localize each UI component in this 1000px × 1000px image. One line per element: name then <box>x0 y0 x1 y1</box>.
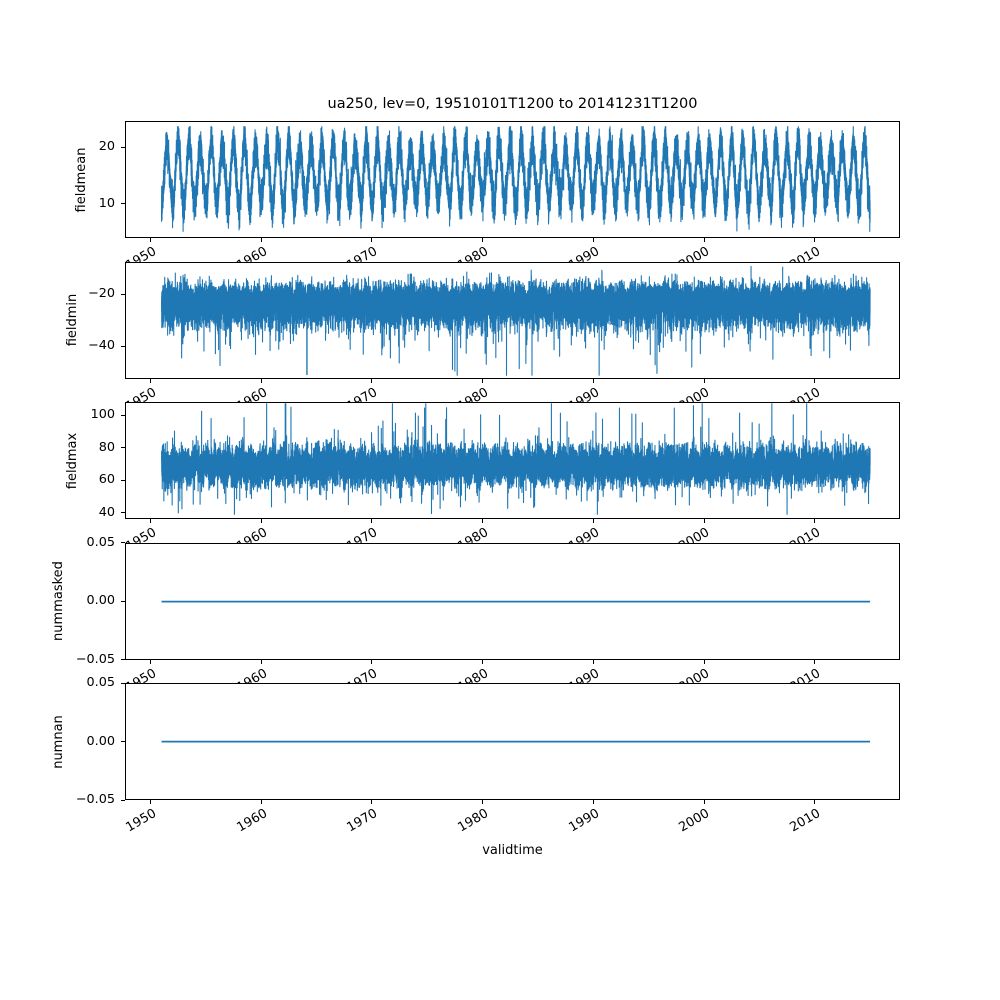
x-tick-label: 1950 <box>123 806 159 836</box>
y-tick-label: 10 <box>98 195 115 211</box>
y-tick-label: 0.00 <box>86 593 116 609</box>
numnan-series-canvas <box>126 684 899 800</box>
x-tick-mark <box>703 659 705 664</box>
y-tick-mark <box>121 682 125 684</box>
x-tick-mark <box>260 659 262 664</box>
subplot-nummasked: 0.05 0.00 −0.05 nummasked 1950 1960 1970 1980 19… <box>51 535 900 695</box>
y-tick-label: 100 <box>90 407 115 423</box>
y-axis-label-fieldmin: fieldmin <box>65 293 80 347</box>
y-tick-label: −0.05 <box>75 792 115 808</box>
x-tick-mark <box>703 800 705 805</box>
x-tick-mark <box>371 378 373 383</box>
y-tick-mark <box>121 293 125 295</box>
x-tick-mark <box>482 659 484 664</box>
fieldmin-series-canvas <box>126 262 899 378</box>
y-tick-label: −0.05 <box>75 651 115 667</box>
x-tick-mark <box>149 519 151 524</box>
x-tick-mark <box>592 800 594 805</box>
y-tick-mark <box>121 414 125 416</box>
y-tick-label: −20 <box>87 286 115 302</box>
x-tick-mark <box>703 378 705 383</box>
x-tick-mark <box>592 519 594 524</box>
nummasked-series-canvas <box>126 543 899 659</box>
y-tick-mark <box>121 447 125 449</box>
y-axis-label-fieldmean: fieldmean <box>74 147 89 213</box>
x-tick-mark <box>814 519 816 524</box>
x-tick-mark <box>592 378 594 383</box>
x-tick-mark <box>814 800 816 805</box>
y-tick-mark <box>121 600 125 602</box>
x-tick-mark <box>371 519 373 524</box>
y-tick-mark <box>121 203 125 205</box>
x-tick-mark <box>482 800 484 805</box>
x-tick-label: 1980 <box>455 806 492 836</box>
x-tick-mark <box>260 378 262 383</box>
x-tick-mark <box>260 519 262 524</box>
y-tick-label: 0.00 <box>86 733 116 749</box>
axes-fieldmax <box>125 402 900 520</box>
axes-fieldmin <box>125 261 900 379</box>
y-tick-mark <box>121 542 125 544</box>
x-tick-label: 2000 <box>676 806 713 836</box>
y-tick-mark <box>121 741 125 743</box>
subplot-fieldmean: 10 20 fieldmean 1950 1960 1970 1980 1990 2000 201… <box>74 121 900 273</box>
y-tick-label: 20 <box>98 139 115 155</box>
y-tick-label: 60 <box>98 472 115 488</box>
x-tick-mark <box>149 659 151 664</box>
y-axis-label-fieldmax: fieldmax <box>65 432 80 489</box>
x-tick-mark <box>814 659 816 664</box>
x-tick-mark <box>149 800 151 805</box>
axes-numnan <box>125 683 900 801</box>
y-tick-label: 0.05 <box>86 534 116 550</box>
subplot-fieldmax: 40 60 80 100 fieldmax 1950 1960 1970 1980 1990 200… <box>65 402 900 555</box>
x-tick-mark <box>149 238 151 243</box>
y-tick-label: 40 <box>98 504 115 520</box>
y-tick-label: −40 <box>87 338 115 354</box>
x-tick-mark <box>149 378 151 383</box>
x-tick-mark <box>371 659 373 664</box>
x-tick-mark <box>703 238 705 243</box>
y-tick-label: 80 <box>98 439 115 455</box>
y-tick-mark <box>121 659 125 661</box>
x-tick-mark <box>482 519 484 524</box>
y-tick-mark <box>121 512 125 514</box>
fieldmax-series-canvas <box>126 403 899 519</box>
x-tick-mark <box>814 378 816 383</box>
y-tick-mark <box>121 799 125 801</box>
x-tick-mark <box>260 800 262 805</box>
subplot-numnan: 0.05 0.00 −0.05 numnan 1950 1960 1970 1980 1990 2… <box>51 675 900 836</box>
y-tick-mark <box>121 479 125 481</box>
x-tick-mark <box>371 800 373 805</box>
x-axis-label: validtime <box>482 843 543 858</box>
x-tick-mark <box>592 238 594 243</box>
fieldmean-series-canvas <box>126 122 899 237</box>
y-axis-label-nummasked: nummasked <box>51 561 66 642</box>
chart-title: ua250, lev=0, 19510101T1200 to 20141231T… <box>327 96 698 112</box>
axes-nummasked <box>125 542 900 660</box>
x-tick-label: 2010 <box>787 806 824 836</box>
x-tick-mark <box>592 659 594 664</box>
y-axis-label-numnan: numnan <box>51 714 66 769</box>
x-tick-mark <box>703 519 705 524</box>
y-tick-label: 0.05 <box>86 675 116 691</box>
x-tick-label: 1960 <box>233 806 270 836</box>
y-tick-mark <box>121 345 125 347</box>
x-tick-mark <box>371 238 373 243</box>
x-tick-mark <box>482 378 484 383</box>
axes-fieldmean <box>125 121 900 239</box>
x-tick-label: 1970 <box>344 806 381 836</box>
y-tick-mark <box>121 146 125 148</box>
x-tick-mark <box>260 238 262 243</box>
x-tick-mark <box>814 238 816 243</box>
subplot-fieldmin: −20 −40 fieldmin 1950 1960 1970 1980 1990 2000 20… <box>65 261 900 414</box>
x-tick-label: 1990 <box>566 806 602 836</box>
x-tick-mark <box>482 238 484 243</box>
